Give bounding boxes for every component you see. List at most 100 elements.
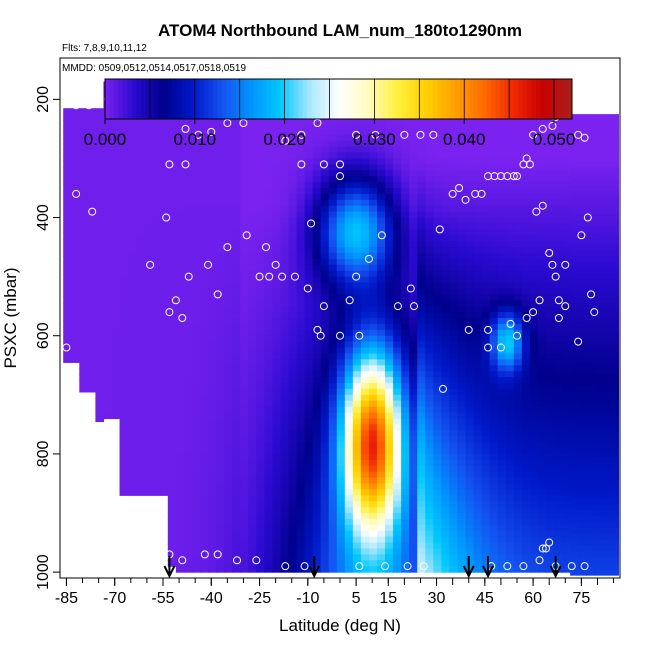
heat-cell (256, 235, 265, 242)
heat-cell (409, 513, 418, 520)
heat-cell (216, 241, 225, 248)
heat-cell (240, 264, 249, 272)
heat-cell (256, 300, 265, 307)
heat-cell (280, 377, 290, 384)
heat-cell (240, 430, 249, 437)
heat-cell (545, 170, 555, 177)
heat-cell (264, 288, 274, 295)
heat-cell (393, 465, 402, 473)
heat-cell (312, 507, 322, 514)
heat-cell (167, 282, 177, 290)
heat-cell (71, 214, 80, 222)
heat-cell (465, 193, 475, 201)
heat-cell (554, 235, 563, 242)
heat-cell (272, 247, 282, 254)
heat-cell (191, 158, 201, 165)
heat-cell (433, 465, 442, 473)
heat-cell (344, 477, 354, 485)
heat-cell (441, 448, 451, 455)
heat-cell (425, 182, 434, 189)
heat-cell (79, 362, 88, 369)
heat-cell (183, 205, 193, 213)
heat-cell (200, 294, 209, 301)
heat-cell (409, 459, 418, 467)
heat-cell (409, 253, 418, 260)
heat-cell (208, 300, 217, 307)
heat-cell (264, 146, 274, 154)
heat-cell (489, 282, 499, 290)
heat-cell (529, 276, 539, 284)
heat-cell (417, 223, 426, 230)
heat-cell (79, 350, 88, 358)
heat-cell (191, 217, 201, 225)
heat-cell (143, 418, 153, 425)
heat-cell (272, 128, 282, 136)
heat-cell (280, 229, 290, 236)
heat-cell (409, 235, 418, 242)
heat-cell (521, 566, 531, 573)
heat-cell (143, 442, 153, 449)
heat-cell (368, 123, 378, 130)
heat-cell (328, 241, 338, 248)
heat-cell (562, 288, 571, 295)
heat-cell (497, 241, 507, 248)
heat-cell (159, 164, 169, 171)
heat-cell (473, 264, 483, 272)
heat-cell (312, 554, 322, 561)
heat-cell (537, 134, 547, 142)
heat-cell (554, 459, 563, 467)
heat-cell (216, 217, 225, 225)
heat-cell (505, 318, 515, 325)
heat-cell (521, 542, 531, 550)
heat-cell (344, 229, 354, 236)
heat-cell (312, 146, 322, 154)
heat-cell (119, 253, 129, 260)
heat-cell (232, 518, 241, 526)
heat-cell (79, 315, 88, 322)
heat-cell (409, 477, 418, 485)
heat-cell (554, 442, 563, 449)
heat-cell (256, 507, 265, 514)
heat-cell (135, 394, 145, 402)
heat-cell (95, 291, 105, 298)
heat-cell (377, 418, 386, 425)
heat-cell (143, 117, 153, 124)
heat-cell (497, 536, 507, 544)
heat-cell (288, 123, 298, 130)
heat-cell (119, 146, 129, 154)
heat-cell (87, 255, 97, 263)
heat-cell (232, 306, 241, 313)
heat-cell (465, 388, 475, 396)
heat-cell (336, 442, 346, 449)
heat-cell (465, 117, 475, 124)
heat-cell (352, 347, 362, 355)
heat-cell (63, 238, 72, 245)
heat-cell (256, 294, 265, 301)
heat-cell (465, 223, 475, 230)
heat-cell (401, 489, 410, 496)
heat-cell (570, 468, 579, 476)
heat-cell (360, 229, 370, 236)
heat-cell (473, 288, 483, 295)
heat-cell (521, 442, 531, 449)
heat-cell (465, 448, 475, 455)
heat-cell (505, 394, 515, 402)
heat-cell (183, 418, 193, 425)
heat-cell (232, 477, 241, 485)
heat-cell (505, 241, 515, 248)
heat-cell (545, 418, 555, 425)
heat-cell (167, 347, 177, 355)
heat-cell (320, 489, 330, 496)
heat-cell (505, 229, 515, 236)
heat-cell (570, 196, 579, 204)
heat-cell (328, 424, 338, 431)
heat-cell (554, 430, 563, 437)
heat-cell (127, 152, 137, 160)
heat-cell (562, 164, 571, 171)
heat-cell (328, 347, 338, 355)
heat-cell (183, 412, 193, 420)
heat-cell (103, 341, 113, 349)
heat-cell (529, 223, 539, 230)
heat-cell (529, 477, 539, 485)
heat-cell (513, 483, 523, 490)
